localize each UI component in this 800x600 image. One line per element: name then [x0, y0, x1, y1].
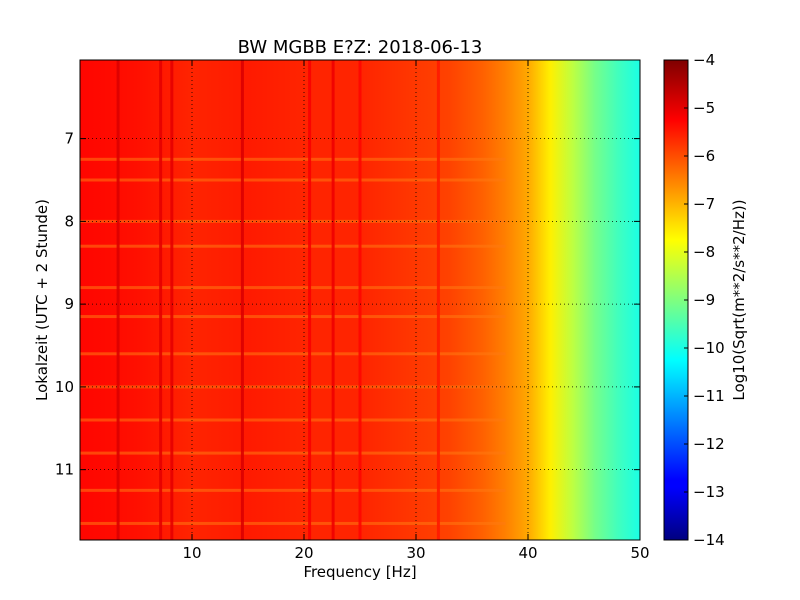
- colorbar-tick-label: −12: [693, 435, 725, 453]
- y-tick-label: 8: [64, 212, 74, 230]
- horizontal-band: [80, 157, 506, 161]
- x-tick-label: 10: [182, 544, 201, 562]
- y-axis-label: Lokalzeit (UTC + 2 Stunde): [33, 199, 51, 401]
- colorbar-ticks: −4 −5 −6 −7 −8 −9 −10 −11 −12 −13 −14: [684, 51, 725, 549]
- x-tick-label: 40: [518, 544, 537, 562]
- horizontal-band: [80, 244, 506, 248]
- y-tick-label: 7: [64, 130, 74, 148]
- colorbar-tick-label: −9: [693, 291, 715, 309]
- colorbar-tick-label: −11: [693, 387, 725, 405]
- x-axis-label: Frequency [Hz]: [303, 563, 416, 581]
- horizontal-band: [80, 418, 506, 422]
- x-axis-ticks: 10 20 30 40 50: [182, 60, 650, 562]
- y-axis-ticks: 7 8 9 10 11: [55, 130, 640, 479]
- grid-lines: [80, 60, 640, 540]
- horizontal-band: [80, 315, 506, 319]
- horizontal-band: [80, 488, 506, 492]
- spectral-line: [240, 60, 244, 540]
- spectral-line: [116, 60, 120, 540]
- spectral-lines: [116, 60, 440, 540]
- x-tick-label: 50: [630, 544, 649, 562]
- spectral-line: [170, 60, 174, 540]
- colorbar-tick-label: −5: [693, 99, 715, 117]
- colorbar-tick-label: −14: [693, 531, 725, 549]
- x-tick-label: 20: [294, 544, 313, 562]
- colorbar-tick-label: −7: [693, 195, 715, 213]
- colorbar-tick-label: −10: [693, 339, 725, 357]
- horizontal-band: [80, 286, 506, 290]
- colorbar-tick-label: −13: [693, 483, 725, 501]
- spectral-line: [436, 60, 440, 540]
- y-tick-label: 9: [64, 295, 74, 313]
- horizontal-band: [80, 178, 506, 182]
- colorbar-tick-label: −8: [693, 243, 715, 261]
- horizontal-band: [80, 451, 506, 455]
- chart-title: BW MGBB E?Z: 2018-06-13: [238, 37, 483, 58]
- colorbar-tick-label: −4: [693, 51, 715, 69]
- spectral-line: [159, 60, 163, 540]
- colorbar-label: Log10(Sqrt(m**2/s**2/Hz)): [730, 199, 748, 400]
- plot-area: [80, 60, 640, 540]
- plot-frame: [79, 59, 641, 541]
- spectral-line: [331, 60, 335, 540]
- spectral-line: [358, 60, 362, 540]
- y-tick-label: 10: [55, 378, 74, 396]
- horizontal-band: [80, 352, 506, 356]
- horizontal-band: [80, 521, 506, 525]
- x-tick-label: 30: [406, 544, 425, 562]
- colorbar-tick-label: −6: [693, 147, 715, 165]
- y-tick-label: 11: [55, 461, 74, 479]
- spectral-line: [308, 60, 312, 540]
